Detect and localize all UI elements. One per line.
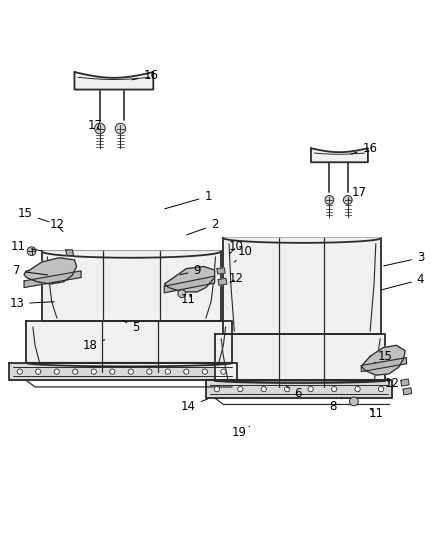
Text: 17: 17 (88, 119, 103, 132)
Circle shape (184, 369, 189, 374)
Text: 5: 5 (123, 320, 139, 334)
Circle shape (285, 386, 290, 392)
Text: 18: 18 (82, 339, 105, 352)
Circle shape (308, 386, 313, 392)
Polygon shape (217, 268, 225, 274)
Circle shape (332, 386, 337, 392)
Text: 11: 11 (11, 240, 41, 253)
Text: 11: 11 (181, 293, 196, 306)
Circle shape (115, 123, 126, 134)
Polygon shape (9, 363, 237, 381)
Polygon shape (215, 381, 385, 383)
Text: 16: 16 (351, 142, 378, 155)
Text: 2: 2 (187, 219, 219, 235)
Text: 10: 10 (229, 240, 244, 254)
Polygon shape (26, 363, 232, 366)
Polygon shape (218, 278, 227, 285)
Polygon shape (311, 148, 368, 162)
Text: 17: 17 (348, 185, 367, 200)
Text: 15: 15 (374, 350, 393, 363)
Text: 12: 12 (229, 272, 244, 285)
Circle shape (202, 369, 208, 374)
Polygon shape (26, 321, 232, 363)
Text: 14: 14 (181, 399, 208, 413)
Circle shape (110, 369, 115, 374)
Circle shape (214, 386, 219, 392)
Polygon shape (223, 238, 381, 243)
Circle shape (378, 386, 384, 392)
Circle shape (165, 369, 170, 374)
Polygon shape (361, 345, 405, 375)
Polygon shape (66, 250, 74, 255)
Text: 16: 16 (132, 69, 159, 83)
Circle shape (178, 290, 186, 297)
Polygon shape (42, 251, 221, 321)
Text: 9: 9 (180, 264, 201, 277)
Polygon shape (24, 271, 81, 287)
Circle shape (238, 386, 243, 392)
Circle shape (147, 369, 152, 374)
Polygon shape (361, 358, 406, 372)
Circle shape (17, 369, 22, 374)
Text: 4: 4 (381, 273, 424, 290)
Circle shape (128, 369, 134, 374)
Circle shape (54, 369, 60, 374)
Polygon shape (401, 379, 409, 386)
Polygon shape (223, 238, 381, 334)
Text: 15: 15 (18, 207, 49, 222)
Text: 12: 12 (385, 377, 399, 390)
Circle shape (221, 369, 226, 374)
Circle shape (91, 369, 96, 374)
Circle shape (355, 386, 360, 392)
Text: 1: 1 (165, 190, 212, 209)
Polygon shape (164, 276, 215, 293)
Polygon shape (403, 388, 412, 395)
Polygon shape (164, 266, 215, 292)
Circle shape (73, 369, 78, 374)
Text: 8: 8 (329, 398, 342, 413)
Text: 7: 7 (13, 264, 48, 277)
Circle shape (343, 196, 352, 204)
Circle shape (35, 369, 41, 374)
Text: 10: 10 (234, 245, 253, 262)
Text: 19: 19 (231, 426, 250, 439)
Polygon shape (42, 251, 221, 258)
Circle shape (350, 397, 358, 406)
Circle shape (27, 247, 36, 255)
Polygon shape (206, 381, 392, 398)
Circle shape (325, 196, 334, 204)
Text: 13: 13 (9, 297, 54, 310)
Polygon shape (74, 72, 153, 90)
Circle shape (95, 123, 105, 134)
Polygon shape (215, 334, 385, 381)
Text: 6: 6 (287, 387, 302, 400)
Text: 3: 3 (384, 251, 424, 266)
Polygon shape (24, 258, 77, 284)
Text: 12: 12 (49, 219, 64, 231)
Circle shape (261, 386, 266, 392)
Text: 11: 11 (368, 407, 383, 419)
